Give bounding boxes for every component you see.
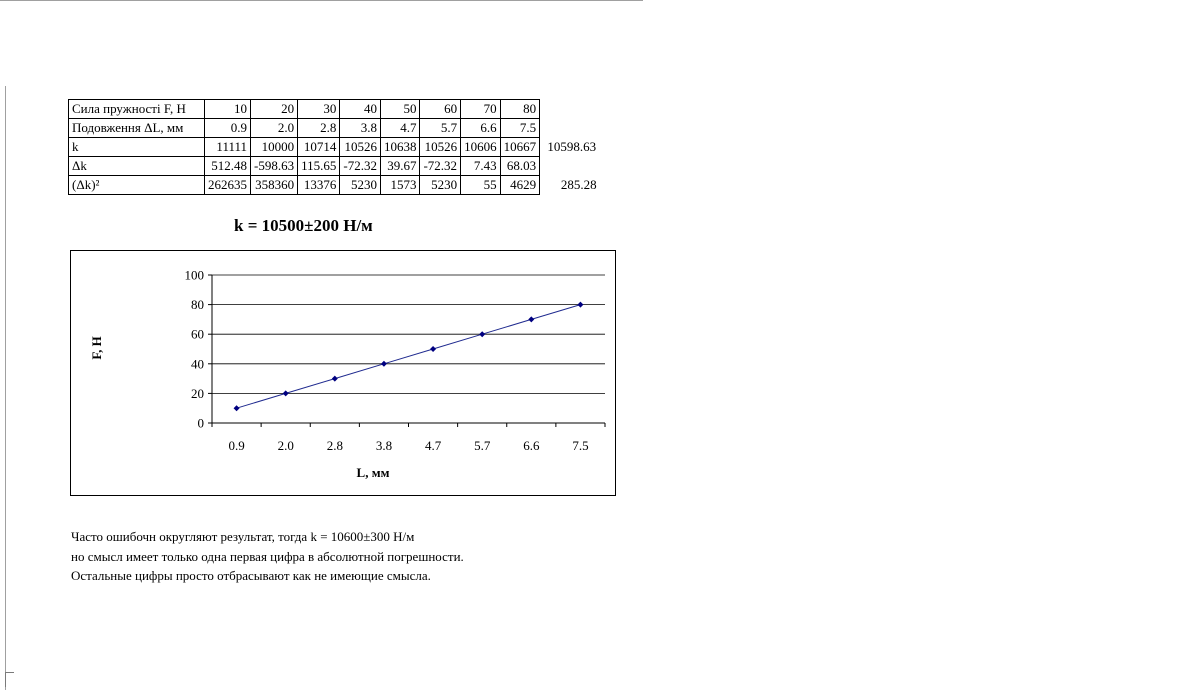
table-cell: 10667 — [499, 137, 541, 157]
window-top-edge — [0, 0, 643, 1]
table-cell: -598.63 — [249, 156, 299, 176]
table-cell: 10606 — [460, 137, 501, 157]
table-cell: 10526 — [419, 137, 462, 157]
table-row: k 11111 10000 10714 10526 10638 10526 10606 1066… — [68, 137, 600, 157]
table-cell: 30 — [297, 99, 341, 119]
table-cell: 10638 — [379, 137, 421, 157]
chart-gridlines — [212, 274, 605, 394]
measurement-table: Сила пружності F, Н 10 20 30 40 50 60 70 80 Подов… — [68, 99, 600, 195]
table-cell: 40 — [339, 99, 381, 119]
x-tick-label: 2.0 — [278, 438, 294, 453]
x-tick-label: 5.7 — [474, 438, 491, 453]
row-summary-value — [540, 119, 600, 138]
y-tick-label: 40 — [191, 356, 204, 371]
table-cell: 70 — [460, 99, 501, 119]
table-cell: 60 — [419, 99, 462, 119]
table-cell: 7.5 — [499, 118, 541, 138]
data-point-marker — [331, 375, 338, 382]
table-cell: 512.48 — [204, 156, 251, 176]
force-elongation-chart: 0 20 40 60 80 100 0.9 2.0 2.8 3.8 4.7 5.7 6.6 7.5 F, … — [70, 250, 616, 496]
row-label: Δk — [68, 156, 205, 176]
row-label: k — [68, 137, 205, 157]
table-cell: 10714 — [297, 137, 341, 157]
x-tick-label: 3.8 — [376, 438, 392, 453]
table-cell: 50 — [379, 99, 421, 119]
chart-border — [70, 250, 616, 496]
data-point-marker — [282, 390, 289, 397]
table-cell: 68.03 — [499, 156, 541, 176]
table-cell: 115.65 — [297, 156, 341, 176]
data-point-marker — [479, 331, 486, 338]
table-cell: 55 — [460, 175, 501, 195]
x-tick-label: 2.8 — [327, 438, 343, 453]
chart-y-axis-label: F, Н — [89, 336, 104, 359]
note-line-1: Часто ошибочн округляют результат, тогда… — [71, 529, 415, 544]
data-point-marker — [380, 360, 387, 367]
table-row: Δk 512.48 -598.63 115.65 -72.32 39.67 -72.32 7.… — [68, 156, 600, 176]
y-tick-label: 60 — [191, 327, 204, 342]
table-cell: 11111 — [204, 137, 251, 157]
table-cell: 39.67 — [379, 156, 421, 176]
table-cell: 2.0 — [249, 118, 299, 138]
table-cell: 3.8 — [339, 118, 381, 138]
table-cell: 1573 — [379, 175, 421, 195]
table-cell: 80 — [499, 99, 541, 119]
y-tick-label: 20 — [191, 386, 204, 401]
table-cell: 10 — [204, 99, 251, 119]
table-cell: 13376 — [297, 175, 341, 195]
table-cell: 20 — [249, 99, 299, 119]
table-cell: 4.7 — [379, 118, 421, 138]
table-row: (Δk)² 262635 358360 13376 5230 1573 5230 55 4629… — [68, 175, 600, 195]
y-tick-label: 0 — [198, 416, 205, 431]
note-line-3: Остальные цифры просто отбрасывают как н… — [71, 568, 431, 583]
table-cell: 5230 — [339, 175, 381, 195]
row-label: Сила пружності F, Н — [68, 99, 205, 119]
row-label: Подовження ΔL, мм — [68, 118, 205, 138]
table-cell: 2.8 — [297, 118, 341, 138]
table-row: Подовження ΔL, мм 0.9 2.0 2.8 3.8 4.7 5.7 6.6 7.… — [68, 118, 600, 138]
explanation-note: Часто ошибочн округляют результат, тогда… — [71, 527, 464, 586]
table-cell: 0.9 — [204, 118, 251, 138]
row-label: (Δk)² — [68, 175, 205, 195]
table-cell: 5.7 — [419, 118, 462, 138]
table-cell: 7.43 — [460, 156, 501, 176]
data-point-marker — [577, 301, 584, 308]
table-cell: 10526 — [339, 137, 381, 157]
result-formula: k = 10500±200 Н/м — [234, 216, 373, 235]
chart-series — [233, 301, 584, 412]
x-tick-label: 7.5 — [572, 438, 588, 453]
chart-tick-labels: 0 20 40 60 80 100 0.9 2.0 2.8 3.8 4.7 5.7 6.6 7.5 — [185, 268, 589, 454]
data-point-marker — [528, 316, 535, 323]
table-cell: 4629 — [499, 175, 541, 195]
table-cell: 5230 — [419, 175, 462, 195]
data-point-marker — [430, 346, 437, 352]
series-line — [236, 304, 581, 409]
window-left-edge — [5, 86, 6, 690]
table-cell: 262635 — [204, 175, 251, 195]
data-point-marker — [233, 405, 240, 412]
row-summary-value — [540, 100, 600, 119]
note-line-2: но смысл имеет только одна первая цифра … — [71, 548, 464, 564]
row-summary-value — [540, 157, 600, 176]
x-tick-label: 4.7 — [425, 438, 442, 453]
table-cell: 10000 — [249, 137, 299, 157]
y-tick-label: 80 — [191, 297, 204, 312]
table-cell: 358360 — [249, 175, 299, 195]
chart-axes — [208, 274, 606, 427]
x-tick-label: 0.9 — [228, 438, 244, 453]
table-cell: -72.32 — [339, 156, 381, 176]
y-tick-label: 100 — [185, 268, 205, 283]
chart-x-axis-label: L, мм — [357, 465, 390, 480]
table-cell: 6.6 — [460, 118, 501, 138]
table-cell: -72.32 — [419, 156, 462, 176]
window-corner-mark — [5, 672, 14, 687]
row-summary-value: 285.28 — [560, 177, 597, 192]
row-summary-value: 10598.63 — [547, 139, 597, 154]
x-tick-label: 6.6 — [523, 438, 540, 453]
table-row: Сила пружності F, Н 10 20 30 40 50 60 70 80 — [68, 99, 600, 119]
